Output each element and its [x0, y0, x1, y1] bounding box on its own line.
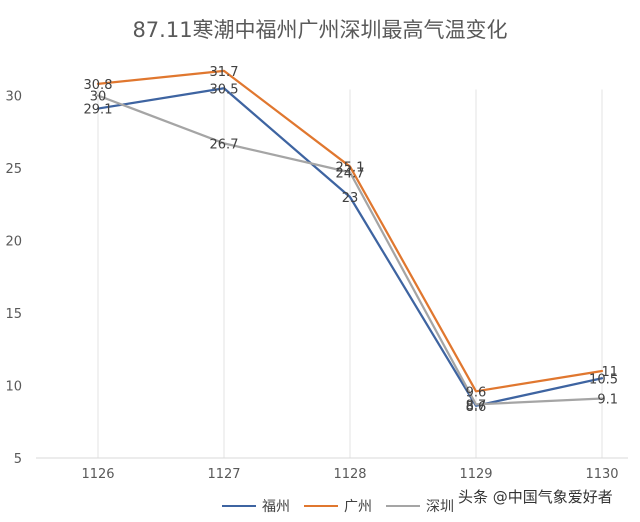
y-tick-label-10: 10: [5, 380, 22, 395]
data-label-s1-1129: 9.6: [466, 385, 487, 400]
legend-swatch-shenzhen: [386, 505, 420, 507]
data-label-s2-1130: 9.1: [597, 393, 618, 408]
data-label-s2-1127: 26.7: [210, 137, 239, 152]
series-line-0: [96, 87, 604, 407]
y-tick-label-20: 20: [5, 235, 22, 250]
series-line-2: [96, 94, 604, 406]
chart-title: 87.11寒潮中福州广州深圳最高气温变化: [132, 18, 508, 42]
x-tick-label-1127: 1127: [207, 467, 240, 482]
data-label-s0-1130: 10.5: [589, 372, 618, 387]
legend-label-fuzhou: 福州: [262, 499, 290, 515]
y-tick-label-25: 25: [5, 162, 22, 177]
legend-item-fuzhou: 福州: [222, 496, 290, 516]
legend-item-shenzhen: 深圳: [386, 496, 454, 516]
data-label-s2-1129: 8.7: [466, 398, 487, 413]
legend-label-guangzhou: 广州: [344, 499, 372, 515]
data-label-s0-1129: 8.6: [466, 400, 487, 415]
y-tick-label-15: 15: [5, 307, 22, 322]
data-label-s0-1128: 23: [342, 191, 359, 206]
x-tick-label-1129: 1129: [459, 467, 492, 482]
data-label-s2-1126: 30: [90, 90, 107, 105]
series-layer: [96, 69, 604, 407]
x-tick-label-1130: 1130: [585, 467, 618, 482]
watermark: 头条 @中国气象爱好者: [458, 488, 613, 506]
x-tick-label-1126: 1126: [81, 467, 114, 482]
data-label-s2-1128: 24.7: [336, 166, 365, 181]
data-label-s0-1126: 29.1: [84, 103, 113, 118]
data-label-s1-1127: 31.7: [210, 65, 239, 80]
x-tick-label-1128: 1128: [333, 467, 366, 482]
legend-swatch-guangzhou: [304, 505, 338, 507]
series-line-1: [96, 69, 604, 393]
data-label-s1-1126: 30.8: [84, 78, 113, 93]
data-label-layer: 29.1 30.5 23 8.6 10.5 30.8 31.7 25.1 9.6 11 30 26.7…: [84, 65, 618, 415]
legend-swatch-fuzhou: [222, 505, 256, 507]
y-tick-label-30: 30: [5, 90, 22, 105]
legend-label-shenzhen: 深圳: [426, 499, 454, 515]
data-label-s1-1128: 25.1: [336, 161, 365, 176]
y-tick-label-5: 5: [14, 452, 22, 467]
data-label-s0-1127: 30.5: [210, 82, 239, 97]
chart-legend: 福州 广州 深圳: [0, 496, 640, 520]
data-label-s1-1130: 11: [601, 365, 618, 380]
legend-item-guangzhou: 广州: [304, 496, 372, 516]
grid-layer: [97, 89, 603, 458]
